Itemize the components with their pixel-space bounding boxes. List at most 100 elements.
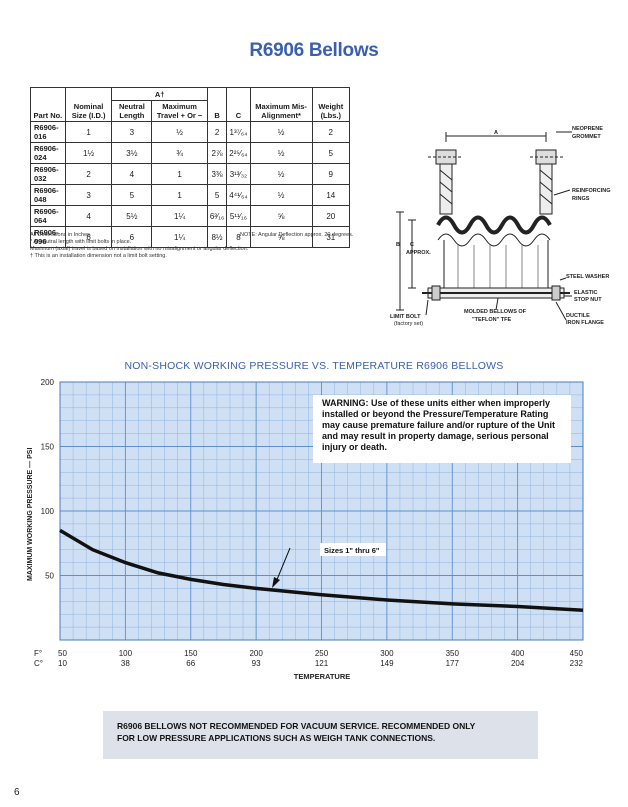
x-tick-label-c: 232 (570, 659, 584, 668)
table-cell: 14 (311, 184, 351, 206)
col-header-misalignment: Maximum Mis-Alignment* (249, 87, 313, 122)
x-tick-label-f: 50 (58, 649, 67, 658)
table-cell: 2 (64, 163, 113, 185)
x-tick-label-f: 250 (315, 649, 329, 658)
series-label-arrowhead (272, 577, 280, 588)
label-factory-set: (factory set) (394, 321, 423, 327)
page-title: R6906 Bellows (249, 40, 379, 61)
table-cell: 3⅜ (206, 163, 228, 185)
label-stop-nut: STOP NUT (574, 297, 602, 303)
table-cell: 9 (311, 163, 351, 185)
table-cell: 4⁴¹⁄₆₄ (226, 184, 251, 206)
label-limit-bolt: LIMIT BOLT (390, 314, 421, 320)
table-row: R6906-024 1½ 3½ ¾ 2⅞ 2²⁵⁄₆₄ ½ 5 (30, 142, 351, 164)
table-cell: 3¹³⁄₃₂ (226, 163, 251, 185)
note-angular-deflection: NOTE: Angular Deflection approx. 20 degr… (240, 232, 354, 238)
x-tick-label-f: 350 (446, 649, 460, 658)
label-grommet: GROMMET (572, 134, 601, 140)
table-cell: 5 (206, 184, 228, 206)
x-tick-label-f: 300 (380, 649, 394, 658)
x-tick-label-f: 400 (511, 649, 525, 658)
table-cell: ½ (249, 142, 313, 164)
table-cell: 6 (111, 226, 153, 248)
x-tick-label-c: 149 (380, 659, 394, 668)
table-cell: 8½ (206, 226, 228, 248)
table-cell: ½ (249, 184, 313, 206)
table-cell: 3 (64, 184, 113, 206)
x-tick-label-c: 10 (58, 659, 67, 668)
x-tick-label-c: 93 (252, 659, 261, 668)
table-cell: 1½ (64, 142, 113, 164)
table-cell: 8 (226, 226, 251, 248)
note-installation: † This is an installation dimension not … (30, 253, 167, 259)
table-cell: 5 (111, 184, 153, 206)
y-tick-label: 150 (41, 443, 55, 452)
table-cell: 2⅞ (206, 142, 228, 164)
col-header-a-group: A† (111, 87, 208, 101)
series-label: Sizes 1" thru 6" (324, 546, 380, 555)
table-cell: ½ (249, 163, 313, 185)
label-ductile: DUCTILE (566, 313, 590, 319)
note-dimensions: All Dimensions in Inches. (30, 232, 92, 238)
x-axis-unit-c: C° (34, 659, 43, 668)
y-axis-label: MAXIMUM WORKING PRESSURE — PSI (27, 448, 34, 581)
label-neoprene: NEOPRENE (572, 126, 603, 132)
note-max-travel: Maximum (axial) travel is based on insta… (30, 246, 249, 252)
table-cell: 1 (64, 121, 113, 143)
x-tick-label-f: 100 (119, 649, 133, 658)
label-steel-washer: STEEL WASHER (566, 274, 609, 280)
label-approx: APPROX. (406, 250, 431, 256)
col-header-weight: Weight (Lbs.) (311, 87, 351, 122)
chart-title: NON-SHOCK WORKING PRESSURE VS. TEMPERATU… (124, 360, 504, 372)
footer-warning-line-1: R6906 BELLOWS NOT RECOMMENDED FOR VACUUM… (117, 721, 476, 731)
table-cell: 4 (64, 205, 113, 227)
warning-box (313, 395, 571, 463)
table-cell: 2 (311, 121, 351, 143)
table-cell: 6³⁄₁₆ (206, 205, 228, 227)
table-cell: 20 (311, 205, 351, 227)
page-number: 6 (14, 787, 20, 798)
spec-table: Part No. Nominal Size (I.D.) A† B C Maxi… (30, 87, 351, 248)
col-header-size: Nominal Size (I.D.) (64, 87, 113, 122)
x-tick-label-c: 66 (186, 659, 195, 668)
table-cell: ⅝ (249, 226, 313, 248)
table-row: R6906-064 4 5½ 1¼ 6³⁄₁₆ 5¹¹⁄₁₆ ⅝ 20 (30, 205, 351, 227)
col-header-part-no: Part No. (30, 87, 66, 122)
x-axis-label: TEMPERATURE (294, 672, 351, 681)
table-cell: 3½ (111, 142, 153, 164)
table-cell: 5 (311, 142, 351, 164)
table-cell: ½ (151, 121, 208, 143)
series-line-sizes (59, 528, 584, 613)
table-cell: 1³⁷⁄₆₄ (226, 121, 251, 143)
col-header-b: B (206, 87, 228, 122)
table-row: R6906-016 1 3 ½ 2 1³⁷⁄₆₄ ½ 2 (30, 121, 351, 143)
table-cell: R6906-048 (30, 184, 66, 206)
table-cell: R6906-064 (30, 205, 66, 227)
table-cell: 4 (111, 163, 153, 185)
table-cell: 1 (151, 163, 208, 185)
col-header-c: C (226, 87, 251, 122)
table-notes: All Dimensions in Inches. * At neutral l… (30, 232, 370, 260)
table-row: R6906-048 3 5 1 5 4⁴¹⁄₆₄ ½ 14 (30, 184, 351, 206)
warning-text: WARNING: Use of these units either when … (322, 398, 556, 452)
table-cell: R6906-024 (30, 142, 66, 164)
table-cell: ½ (249, 121, 313, 143)
table-cell: 5¹¹⁄₁₆ (226, 205, 251, 227)
label-rings: RINGS (572, 196, 590, 202)
bellows-diagram: A NEOPRENE GROMMET REINFORCING RINGS B C… (390, 126, 611, 327)
y-tick-label: 50 (45, 572, 54, 581)
x-tick-label-c: 204 (511, 659, 525, 668)
table-cell: R6906-016 (30, 121, 66, 143)
label-reinforcing: REINFORCING (572, 188, 611, 194)
x-tick-label-f: 450 (570, 649, 584, 658)
series-label-box (320, 543, 386, 556)
label-a: A (494, 130, 498, 136)
table-cell: 1¼ (151, 226, 208, 248)
table-cell: 3 (111, 121, 153, 143)
footer-warning: R6906 BELLOWS NOT RECOMMENDED FOR VACUUM… (103, 711, 538, 759)
y-tick-label: 200 (41, 378, 55, 387)
table-cell: ⅝ (249, 205, 313, 227)
table-cell: 2²⁵⁄₆₄ (226, 142, 251, 164)
table-cell: 31 (311, 226, 351, 248)
